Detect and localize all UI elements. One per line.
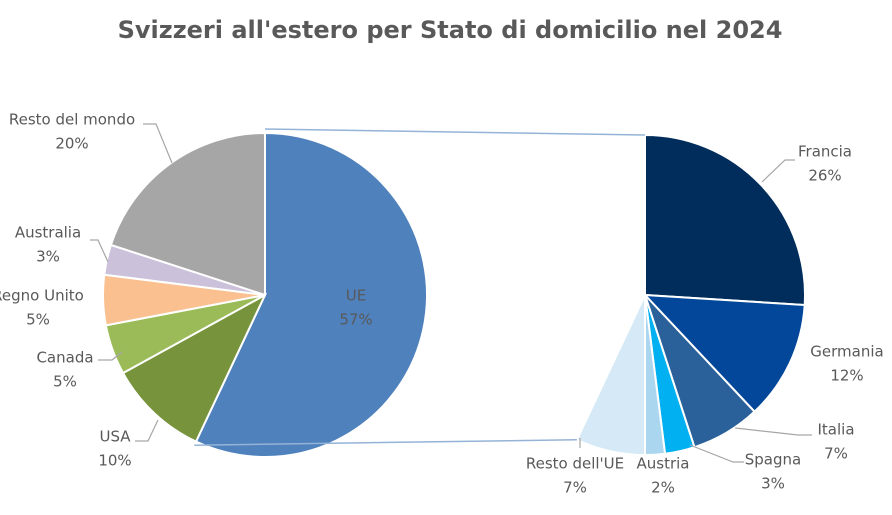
data-label: Italia xyxy=(817,421,854,439)
leader-line xyxy=(135,419,159,442)
data-label: UE xyxy=(346,287,366,305)
data-label: 5% xyxy=(53,373,77,391)
data-label: 10% xyxy=(98,452,131,470)
leader-line xyxy=(90,239,109,263)
data-label: USA xyxy=(99,428,131,446)
leader-line xyxy=(761,159,795,183)
data-label: 2% xyxy=(651,479,675,497)
pie-slice xyxy=(575,294,646,457)
data-label: 7% xyxy=(824,445,848,463)
data-label: 7% xyxy=(563,479,587,497)
data-label: 57% xyxy=(339,311,372,329)
connector-line xyxy=(194,439,577,446)
data-label: Canada xyxy=(36,349,93,367)
leader-line xyxy=(734,427,812,436)
data-label: 5% xyxy=(26,311,50,329)
data-label: Regno Unito xyxy=(0,287,84,305)
leader-line xyxy=(689,444,744,463)
data-label: Resto del mondo xyxy=(9,111,135,129)
data-label: Austria xyxy=(637,455,690,473)
data-label: 20% xyxy=(55,135,88,153)
data-label: Germania xyxy=(810,343,883,361)
leader-line xyxy=(98,351,123,361)
pie-slice xyxy=(109,131,266,297)
data-label: 3% xyxy=(36,248,60,266)
pie-slice xyxy=(121,292,268,443)
data-label: Resto dell'UE xyxy=(526,455,624,473)
pie-slice xyxy=(194,131,428,458)
leader-line xyxy=(143,123,173,164)
data-label: 12% xyxy=(830,367,863,385)
connector-line xyxy=(264,128,646,136)
data-label: 26% xyxy=(808,167,841,185)
chart-title: Svizzeri all'estero per Stato di domicil… xyxy=(118,16,783,44)
data-label: Australia xyxy=(15,224,81,242)
data-label: Spagna xyxy=(745,451,801,469)
pie-slice xyxy=(642,293,806,414)
data-label: 3% xyxy=(761,475,785,493)
pie-slice xyxy=(644,133,806,307)
data-label: Francia xyxy=(798,143,852,161)
